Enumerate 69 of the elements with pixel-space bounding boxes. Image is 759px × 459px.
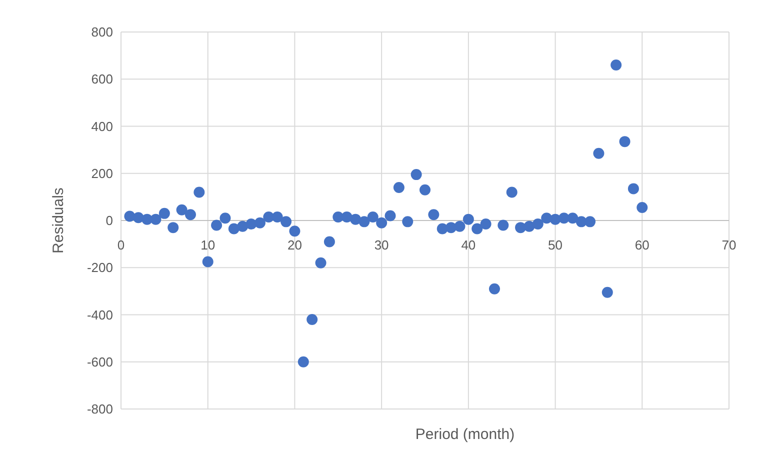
point: [315, 257, 326, 268]
x-tick-label: 40: [461, 238, 476, 252]
point: [150, 214, 162, 225]
point: [298, 356, 309, 368]
point: [428, 209, 440, 220]
point: [515, 222, 526, 234]
y-tick-label: 200: [91, 166, 113, 181]
point: [289, 226, 300, 237]
point: [524, 220, 535, 232]
point: [176, 204, 188, 216]
x-tick-label: 70: [722, 238, 736, 252]
point: [168, 222, 179, 234]
point: [358, 216, 370, 228]
point: [498, 220, 509, 231]
y-axis-title: Residuals: [50, 188, 67, 254]
y-tick-label: 600: [91, 72, 113, 87]
point: [263, 211, 274, 222]
point: [480, 218, 492, 230]
point: [332, 211, 344, 222]
point: [393, 182, 404, 194]
point: [194, 186, 205, 198]
y-tick-label: -800: [86, 402, 113, 417]
point: [237, 220, 248, 232]
x-tick-label: 30: [374, 238, 389, 252]
y-tick-label: -600: [86, 354, 113, 370]
point: [384, 210, 396, 222]
point: [446, 222, 457, 234]
x-tick-label: 50: [548, 238, 563, 252]
point: [158, 208, 170, 219]
point: [272, 211, 283, 222]
point: [619, 136, 630, 148]
point: [462, 214, 474, 225]
point: [211, 220, 222, 231]
x-tick-label: 60: [634, 238, 650, 252]
point: [454, 220, 466, 232]
point: [488, 283, 500, 294]
y-tick-label: 800: [91, 24, 113, 40]
point: [410, 169, 422, 180]
point: [306, 314, 318, 325]
point: [367, 211, 378, 222]
x-tick-label: 10: [200, 238, 216, 252]
point: [506, 186, 518, 198]
point: [184, 209, 196, 220]
point: [420, 184, 430, 196]
point: [602, 286, 613, 298]
point: [628, 183, 639, 194]
point: [636, 202, 648, 214]
point: [402, 216, 414, 228]
point: [220, 212, 231, 224]
point: [584, 216, 596, 228]
y-tick-label: 0: [106, 213, 113, 228]
x-axis-title: Period (month): [415, 426, 515, 443]
point: [324, 236, 335, 248]
point: [532, 218, 544, 230]
y-tick-label: -200: [86, 260, 113, 276]
point: [202, 256, 214, 268]
point: [472, 223, 483, 234]
point: [593, 148, 604, 159]
y-tick-label: -400: [86, 307, 113, 322]
x-tick-label: 0: [117, 238, 125, 252]
point: [280, 216, 292, 228]
point: [610, 59, 622, 70]
point: [350, 214, 362, 225]
y-tick-label: 400: [91, 118, 113, 134]
point: [541, 212, 552, 224]
point: [254, 217, 266, 228]
x-tick-label: 20: [287, 238, 302, 252]
point: [376, 217, 388, 228]
point: [567, 212, 578, 224]
